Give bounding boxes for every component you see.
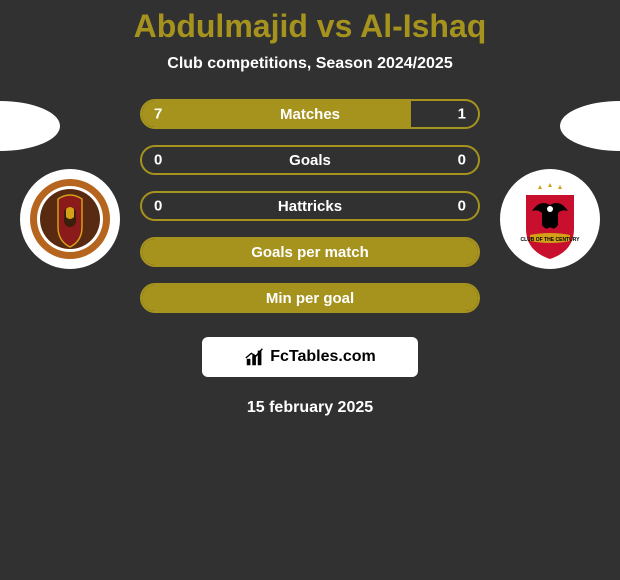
bar-chart-icon — [244, 346, 266, 368]
branding-label: FcTables.com — [270, 348, 376, 366]
stat-row: Goals per match — [140, 237, 480, 267]
stat-row: 0 Goals 0 — [140, 145, 480, 175]
stat-value-left: 0 — [154, 152, 162, 169]
stats-bars: 7 Matches 1 0 Goals 0 0 Hattricks 0 Goals per mat… — [140, 99, 480, 329]
stat-label: Goals — [289, 152, 331, 169]
al-ahly-crest-icon: CLUB OF THE CENTURY — [500, 169, 600, 269]
comparison-date: 15 february 2025 — [0, 399, 620, 417]
stat-label: Hattricks — [278, 198, 342, 215]
stat-value-left: 0 — [154, 198, 162, 215]
stat-label: Min per goal — [266, 290, 354, 307]
stat-value-left: 7 — [154, 106, 162, 123]
club-left-badge — [20, 169, 120, 269]
stat-row: 7 Matches 1 — [140, 99, 480, 129]
stat-label: Matches — [280, 106, 340, 123]
club-right-badge: CLUB OF THE CENTURY — [500, 169, 600, 269]
svg-text:CLUB OF THE CENTURY: CLUB OF THE CENTURY — [521, 237, 581, 243]
stat-value-right: 0 — [458, 198, 466, 215]
page-subtitle: Club competitions, Season 2024/2025 — [0, 55, 620, 73]
player-left-avatar — [0, 101, 60, 151]
branding-badge: FcTables.com — [202, 337, 418, 377]
player-right-avatar — [560, 101, 620, 151]
page-title: Abdulmajid vs Al-Ishaq — [0, 0, 620, 45]
comparison-panel: CLUB OF THE CENTURY 7Matches10Goals00Hat… — [0, 111, 620, 331]
stat-value-right: 1 — [458, 106, 466, 123]
stat-row: 0 Hattricks 0 — [140, 191, 480, 221]
stat-value-right: 0 — [458, 152, 466, 169]
stat-row: Min per goal — [140, 283, 480, 313]
umm-salal-crest-icon — [20, 169, 120, 269]
stat-label: Goals per match — [251, 244, 369, 261]
